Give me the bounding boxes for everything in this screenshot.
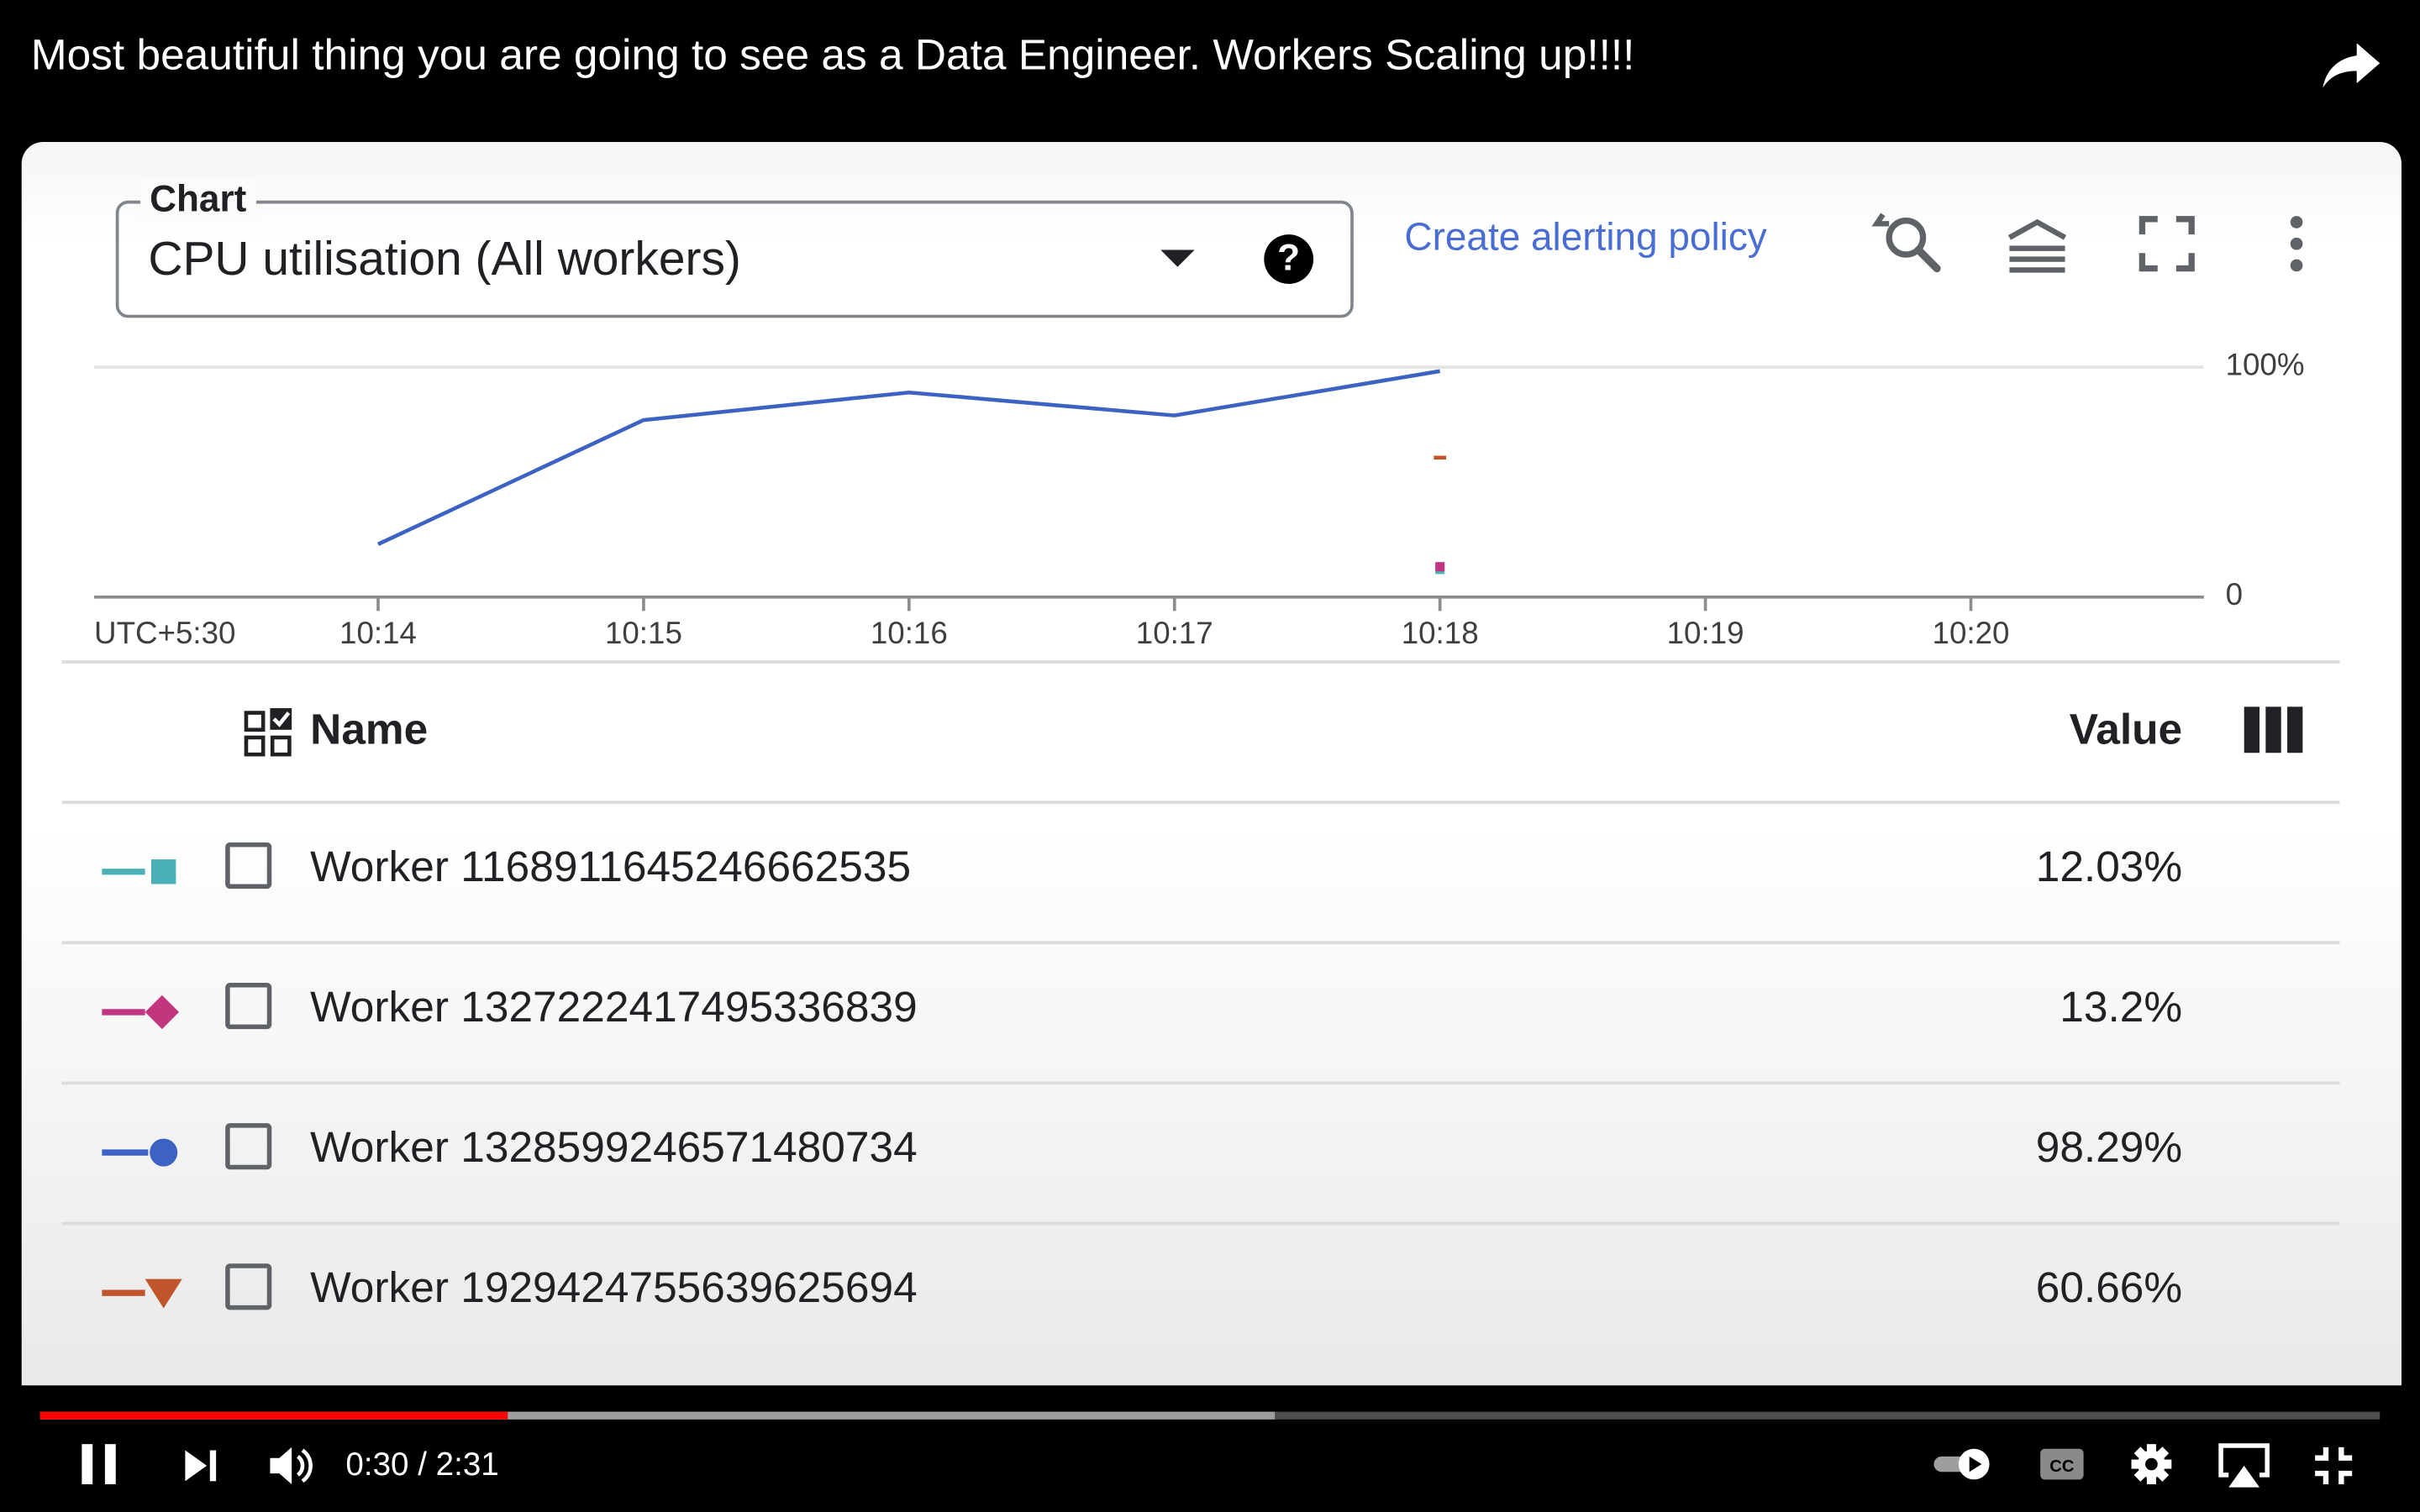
next-icon[interactable] (181, 1446, 221, 1486)
table-row[interactable]: Worker 1327222417495336839 13.2% (61, 944, 2340, 1085)
x-tick-label: 10:19 (1666, 617, 1744, 652)
worker-name: Worker 1327222417495336839 (310, 983, 918, 1031)
monitoring-panel: Chart CPU utilisation (All workers) ? Cr… (21, 141, 2402, 1386)
chart-select[interactable]: Chart CPU utilisation (All workers) ? (115, 179, 1354, 318)
progress-buffered (39, 1411, 1276, 1420)
row-checkbox[interactable] (225, 842, 272, 889)
table-row[interactable]: Worker 1929424755639625694 60.66% (61, 1225, 2339, 1365)
y-tick-label-max: 100% (2225, 349, 2305, 383)
pause-icon[interactable] (77, 1441, 124, 1488)
video-title-bar: Most beautiful thing you are going to se… (0, 0, 2420, 121)
progress-played (39, 1411, 508, 1420)
captions-icon[interactable]: CC (2039, 1447, 2085, 1481)
x-tick-label: 10:15 (604, 617, 682, 652)
svg-text:CC: CC (2049, 1457, 2075, 1476)
fullscreen-icon[interactable] (2130, 207, 2204, 281)
worker-value: 98.29% (2035, 1123, 2183, 1172)
create-alerting-policy-link[interactable]: Create alerting policy (1404, 216, 1767, 260)
row-divider (61, 1081, 2340, 1085)
select-all-icon[interactable] (244, 706, 293, 759)
airplay-icon[interactable] (2217, 1441, 2272, 1491)
column-header-name[interactable]: Name (310, 705, 429, 753)
x-tick-label: 10:18 (1401, 617, 1479, 652)
row-divider (61, 1221, 2340, 1226)
series-line (377, 369, 1441, 546)
row-divider (61, 941, 2340, 945)
volume-icon[interactable] (267, 1444, 317, 1487)
column-header-value[interactable]: Value (2069, 705, 2183, 753)
time-display: 0:30 / 2:31 (345, 1446, 499, 1483)
timezone-label: UTC+5:30 (94, 617, 236, 652)
more-vert-icon[interactable] (2260, 207, 2333, 281)
help-icon[interactable]: ? (1264, 234, 1314, 284)
y-tick-label-zero: 0 (2225, 578, 2244, 613)
series-marker-square-icon (102, 859, 176, 885)
chart-select-value: CPU utilisation (All workers) (148, 231, 741, 286)
settings-icon[interactable] (2130, 1442, 2173, 1485)
table-row[interactable]: Worker 1168911645246662535 12.03% (61, 804, 2340, 945)
worker-name: Worker 1929424755639625694 (310, 1263, 918, 1312)
chart-select-label: Chart (140, 179, 256, 223)
row-checkbox[interactable] (225, 1123, 272, 1170)
worker-value: 12.03% (2035, 842, 2183, 890)
x-tick-label: 10:16 (870, 617, 948, 652)
header-divider (61, 801, 2340, 804)
series-marker-diamond-icon (102, 995, 180, 1030)
table-row[interactable]: Worker 1328599246571480734 98.29% (61, 1084, 2340, 1226)
autoplay-toggle-icon[interactable] (1933, 1447, 1991, 1481)
chart-table-divider (61, 660, 2340, 664)
series-marker-circle-icon (102, 1138, 178, 1167)
row-checkbox[interactable] (225, 983, 272, 1030)
video-title[interactable]: Most beautiful thing you are going to se… (30, 30, 1635, 79)
worker-name: Worker 1168911645246662535 (310, 842, 912, 890)
row-checkbox[interactable] (225, 1263, 272, 1310)
series-marker-triangle-icon (102, 1278, 182, 1309)
series-point (1435, 562, 1445, 572)
worker-name: Worker 1328599246571480734 (310, 1123, 918, 1172)
player-controls: 0:30 / 2:31 CC (0, 1385, 2420, 1512)
worker-value: 60.66% (2035, 1263, 2183, 1312)
x-tick-label: 10:17 (1135, 617, 1213, 652)
zoom-reset-icon[interactable] (1867, 207, 1941, 281)
worker-value: 13.2% (2060, 983, 2183, 1031)
column-picker-icon[interactable] (2244, 706, 2303, 753)
share-icon[interactable] (2320, 40, 2381, 92)
progress-bar[interactable] (39, 1411, 2381, 1420)
exit-fullscreen-icon[interactable] (2312, 1444, 2354, 1487)
cpu-utilisation-chart[interactable] (22, 343, 2402, 667)
dropdown-caret-icon[interactable] (1160, 249, 1195, 267)
x-tick-label: 10:20 (1932, 617, 2010, 652)
legend-toggle-icon[interactable] (2000, 207, 2074, 281)
x-tick-label: 10:14 (339, 617, 417, 652)
